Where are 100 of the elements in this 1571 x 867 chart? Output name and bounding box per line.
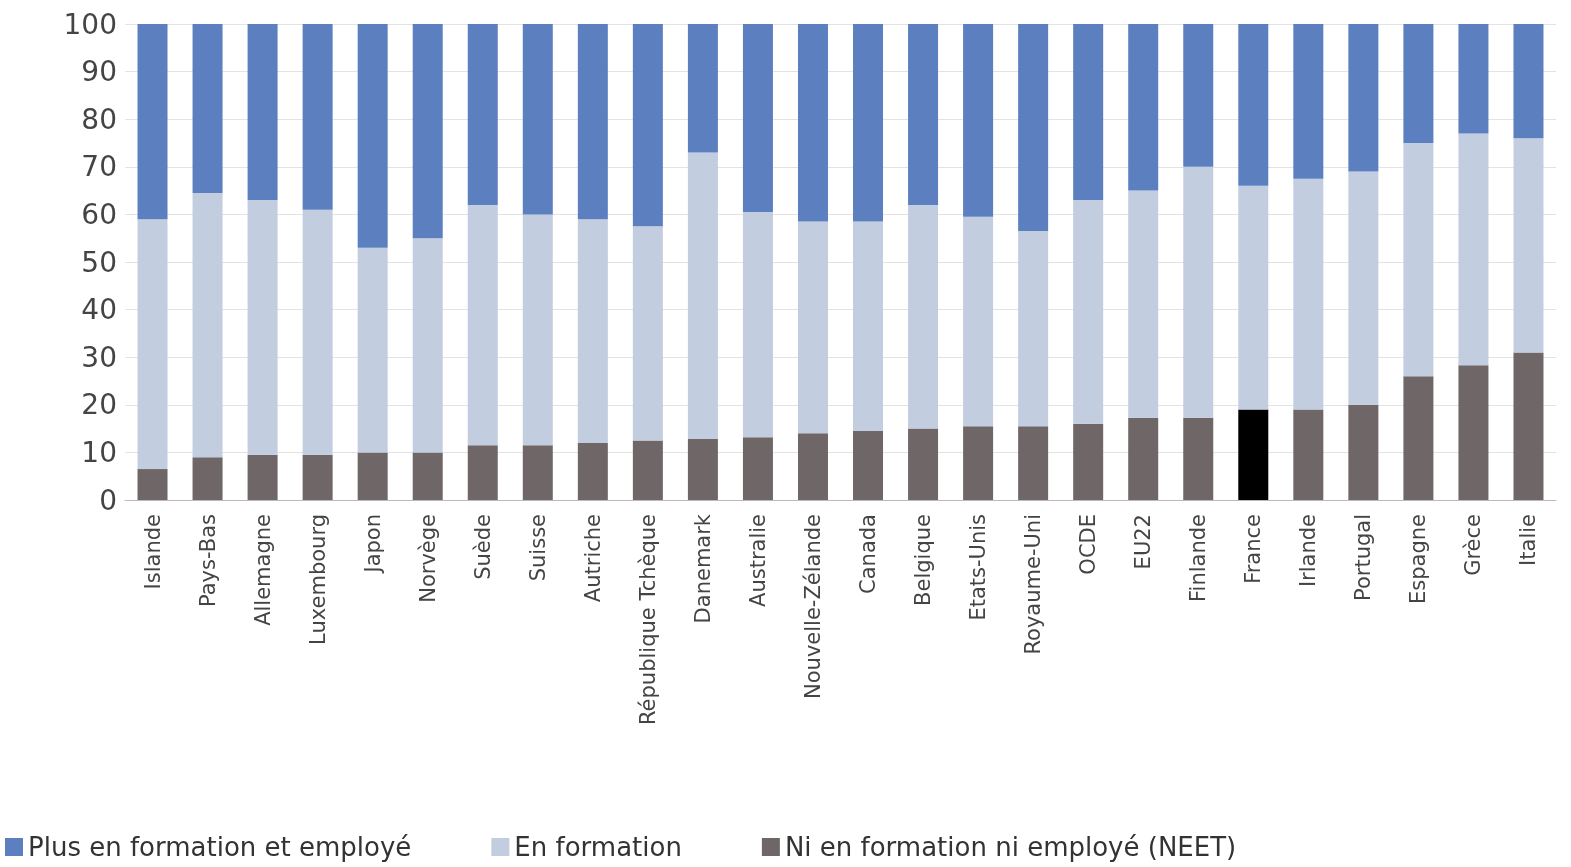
x-tick-label: Japon [360, 514, 385, 575]
y-tick-label: 60 [81, 197, 117, 231]
bar [1293, 24, 1324, 179]
legend-label: Ni en formation ni employé (NEET) [784, 832, 1237, 862]
bar [1458, 133, 1489, 366]
bar [687, 24, 718, 153]
bar [357, 452, 388, 500]
bar [1238, 185, 1269, 410]
x-tick-label: Suisse [525, 514, 550, 582]
bar [412, 238, 443, 453]
bar [632, 226, 663, 441]
bar [357, 247, 388, 453]
bar [742, 212, 773, 438]
bar [1403, 143, 1434, 377]
x-tick-label: Allemagne [250, 514, 275, 626]
bar [797, 221, 828, 434]
bar [687, 152, 718, 440]
bar [1348, 404, 1379, 500]
x-tick-label: Italie [1516, 514, 1541, 566]
bar [1183, 166, 1214, 418]
bar [1128, 24, 1159, 191]
bar [467, 445, 498, 500]
bar [137, 24, 168, 220]
y-tick-label: 0 [99, 483, 117, 517]
y-tick-label: 20 [81, 388, 117, 422]
bar [853, 24, 884, 222]
bar [302, 24, 333, 210]
bar [1348, 24, 1379, 172]
x-tick-label: Irlande [1296, 514, 1321, 588]
bar [632, 440, 663, 500]
bar [687, 439, 718, 500]
x-tick-label: France [1241, 514, 1266, 584]
bar [1458, 24, 1489, 134]
y-tick-label: 50 [81, 245, 117, 279]
bar [412, 452, 443, 500]
bar [797, 433, 828, 500]
bar [853, 430, 884, 500]
y-tick-label: 40 [81, 293, 117, 327]
bar [632, 24, 663, 227]
bar [302, 209, 333, 455]
x-tick-label: Belgique [911, 514, 936, 606]
bar [522, 445, 553, 500]
x-tick-label: Autriche [580, 514, 605, 603]
bar [908, 24, 939, 205]
x-tick-label: Suède [470, 514, 495, 580]
y-tick-label: 70 [81, 150, 117, 184]
bar [1403, 24, 1434, 143]
bar [908, 428, 939, 500]
bar [247, 200, 278, 455]
x-tick-label: Canada [856, 514, 881, 594]
bar [192, 192, 223, 458]
x-tick-label: Etats-Unis [966, 514, 991, 621]
x-tick-label: Portugal [1351, 514, 1376, 601]
x-tick-label: OCDE [1076, 514, 1101, 575]
bar [357, 24, 388, 248]
bar [1513, 138, 1544, 353]
bar [302, 454, 333, 500]
bar [467, 24, 498, 205]
bar [1073, 200, 1104, 424]
x-tick-label: Royaume-Uni [1021, 514, 1046, 655]
bar [1403, 376, 1434, 500]
bar [1128, 190, 1159, 418]
bar [1238, 24, 1269, 186]
x-tick-label: EU22 [1131, 514, 1156, 570]
bar [137, 469, 168, 500]
bar [467, 204, 498, 446]
bar [1238, 409, 1269, 500]
bar [192, 24, 223, 193]
y-tick-label: 10 [81, 435, 117, 469]
bar [1018, 231, 1049, 427]
bar [577, 219, 608, 443]
bar [1073, 24, 1104, 201]
bar [853, 221, 884, 431]
bar [1513, 24, 1544, 139]
bar [963, 24, 994, 217]
bar [742, 24, 773, 213]
bar [963, 426, 994, 500]
y-tick-label: 30 [81, 340, 117, 374]
bar [192, 457, 223, 500]
x-tick-label: Finlande [1186, 514, 1211, 602]
bar [1183, 24, 1214, 167]
bar [1018, 426, 1049, 500]
bar [137, 219, 168, 470]
y-tick-label: 100 [63, 7, 117, 41]
bar [1073, 423, 1104, 500]
bar [577, 442, 608, 500]
bar [1018, 24, 1049, 232]
legend-label: Plus en formation et employé [28, 832, 412, 862]
bar [742, 437, 773, 500]
x-tick-label: Luxembourg [305, 514, 330, 645]
x-tick-label: Danemark [690, 513, 715, 624]
bar [247, 24, 278, 201]
y-tick-label: 90 [81, 55, 117, 89]
y-tick-label: 80 [81, 102, 117, 136]
bar [1128, 417, 1159, 500]
bar [908, 204, 939, 429]
x-tick-label: Norvège [415, 514, 440, 603]
bar [1293, 178, 1324, 410]
x-tick-label: Espagne [1406, 514, 1431, 604]
x-tick-label: République Tchèque [635, 514, 660, 726]
